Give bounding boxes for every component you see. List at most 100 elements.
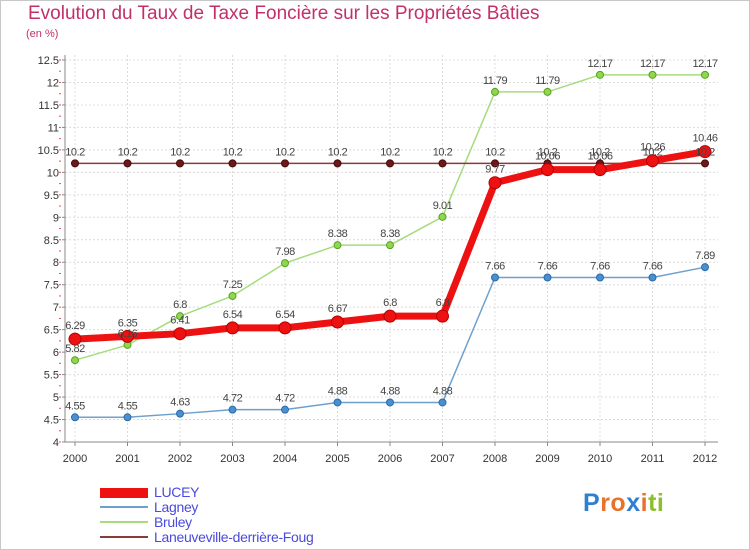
data-point-lagney bbox=[491, 273, 499, 282]
data-point-bruley bbox=[491, 87, 499, 96]
data-label-bruley: 7.98 bbox=[275, 246, 295, 258]
data-label-bruley: 7.25 bbox=[223, 279, 243, 291]
legend-swatch-laneuveville bbox=[100, 536, 148, 538]
x-tick-label: 2002 bbox=[168, 453, 192, 465]
data-label-lagney: 4.72 bbox=[275, 393, 295, 405]
data-point-lagney bbox=[701, 263, 709, 272]
data-label-lucey: 6.54 bbox=[223, 309, 243, 321]
data-point-lagney bbox=[543, 273, 552, 282]
y-tick-label: 9.5 bbox=[44, 190, 59, 202]
x-tick-label: 2005 bbox=[325, 453, 349, 465]
x-tick-label: 2010 bbox=[588, 453, 612, 465]
logo-letter: P bbox=[583, 489, 601, 517]
data-point-lagney bbox=[123, 413, 132, 422]
logo-letter: o bbox=[610, 489, 627, 517]
data-label-lucey: 6.8 bbox=[383, 297, 397, 309]
data-point-laneuveville bbox=[386, 159, 394, 168]
data-label-lagney: 4.55 bbox=[118, 400, 138, 412]
legend-label-laneuveville: Laneuveville-derrière-Foug bbox=[154, 529, 314, 545]
data-point-lucey bbox=[593, 163, 607, 177]
data-point-bruley bbox=[543, 87, 552, 96]
data-point-bruley bbox=[386, 241, 394, 250]
y-tick-label: 8 bbox=[53, 257, 59, 269]
y-tick-label: 7 bbox=[53, 302, 59, 314]
data-point-bruley bbox=[596, 70, 604, 79]
logo-letter: i bbox=[656, 489, 665, 517]
data-point-laneuveville bbox=[71, 159, 79, 168]
logo-letter: x bbox=[626, 489, 641, 517]
data-label-bruley: 8.38 bbox=[380, 228, 400, 240]
logo-letter: i bbox=[640, 489, 649, 517]
data-point-lucey bbox=[541, 163, 554, 177]
data-label-lucey: 6.29 bbox=[65, 320, 85, 332]
data-label-lucey: 6.67 bbox=[328, 303, 348, 315]
data-label-lucey: 10.46 bbox=[692, 133, 717, 145]
data-label-bruley: 12.17 bbox=[640, 58, 665, 70]
data-label-lagney: 4.72 bbox=[223, 393, 243, 405]
data-point-laneuveville bbox=[491, 159, 499, 168]
data-point-bruley bbox=[228, 291, 237, 300]
legend-item-lucey: LUCEY bbox=[100, 484, 400, 500]
data-point-lucey bbox=[488, 176, 502, 190]
data-point-lagney bbox=[333, 398, 342, 407]
chart-subtitle: (en %) bbox=[26, 28, 59, 40]
data-label-bruley: 12.17 bbox=[587, 58, 612, 70]
x-tick-label: 2006 bbox=[378, 453, 402, 465]
data-label-lucey: 9.77 bbox=[485, 164, 505, 176]
data-point-lagney bbox=[438, 398, 447, 407]
legend-item-laneuveville: Laneuveville-derrière-Foug bbox=[100, 529, 400, 545]
data-label-lucey: 6.41 bbox=[170, 315, 190, 327]
data-label-lagney: 4.88 bbox=[433, 385, 453, 397]
data-point-lucey bbox=[173, 327, 187, 341]
data-point-bruley bbox=[648, 70, 657, 79]
data-point-bruley bbox=[176, 312, 184, 321]
y-tick-label: 12 bbox=[47, 77, 59, 89]
y-tick-label: 6 bbox=[53, 347, 59, 359]
data-point-laneuveville bbox=[333, 159, 342, 168]
legend-item-lagney: Lagney bbox=[100, 499, 400, 515]
data-point-bruley bbox=[701, 70, 709, 79]
data-label-lagney: 4.88 bbox=[380, 385, 400, 397]
data-point-laneuveville bbox=[228, 159, 237, 168]
data-point-laneuveville bbox=[176, 159, 184, 168]
data-label-bruley: 8.38 bbox=[328, 228, 348, 240]
data-label-laneuveville: 10.2 bbox=[695, 146, 715, 158]
legend-swatch-lagney bbox=[100, 506, 148, 508]
proxiti-logo: Proxiti bbox=[583, 489, 664, 518]
data-label-lagney: 4.63 bbox=[170, 397, 190, 409]
data-label-bruley: 9.01 bbox=[433, 200, 453, 212]
data-label-lagney: 7.66 bbox=[538, 261, 558, 273]
x-tick-label: 2003 bbox=[220, 453, 244, 465]
y-tick-label: 11 bbox=[48, 122, 59, 134]
data-label-lagney: 7.66 bbox=[485, 261, 505, 273]
y-tick-label: 10.5 bbox=[38, 145, 59, 157]
data-label-lagney: 7.89 bbox=[695, 250, 715, 262]
y-tick-label: 5.5 bbox=[44, 370, 59, 382]
logo-letter: r bbox=[600, 489, 611, 517]
x-tick-label: 2011 bbox=[641, 453, 665, 465]
data-label-bruley: 6.8 bbox=[173, 299, 187, 311]
data-label-lagney: 4.88 bbox=[328, 385, 348, 397]
x-tick-label: 2000 bbox=[63, 453, 87, 465]
data-point-bruley bbox=[438, 212, 447, 221]
data-label-lagney: 7.66 bbox=[590, 261, 610, 273]
x-tick-label: 2004 bbox=[273, 453, 297, 465]
data-point-laneuveville bbox=[281, 159, 289, 168]
data-point-bruley bbox=[333, 241, 342, 250]
data-point-bruley bbox=[71, 356, 79, 365]
logo-letter: t bbox=[648, 489, 657, 517]
data-point-lucey bbox=[436, 309, 449, 323]
data-point-laneuveville bbox=[123, 159, 132, 168]
data-label-laneuveville: 10.2 bbox=[170, 146, 190, 158]
y-tick-label: 7.5 bbox=[44, 280, 59, 292]
data-label-laneuveville: 10.2 bbox=[538, 146, 558, 158]
data-point-lagney bbox=[228, 405, 237, 414]
data-point-bruley bbox=[281, 259, 289, 268]
chart-title: Evolution du Taux de Taxe Foncière sur l… bbox=[28, 3, 540, 24]
legend-swatch-lucey bbox=[100, 488, 148, 498]
data-label-lagney: 4.55 bbox=[65, 400, 85, 412]
data-label-lucey: 10.06 bbox=[535, 151, 560, 163]
data-label-laneuveville: 10.2 bbox=[433, 146, 453, 158]
data-point-lagney bbox=[71, 413, 79, 422]
data-point-lucey bbox=[383, 309, 397, 323]
